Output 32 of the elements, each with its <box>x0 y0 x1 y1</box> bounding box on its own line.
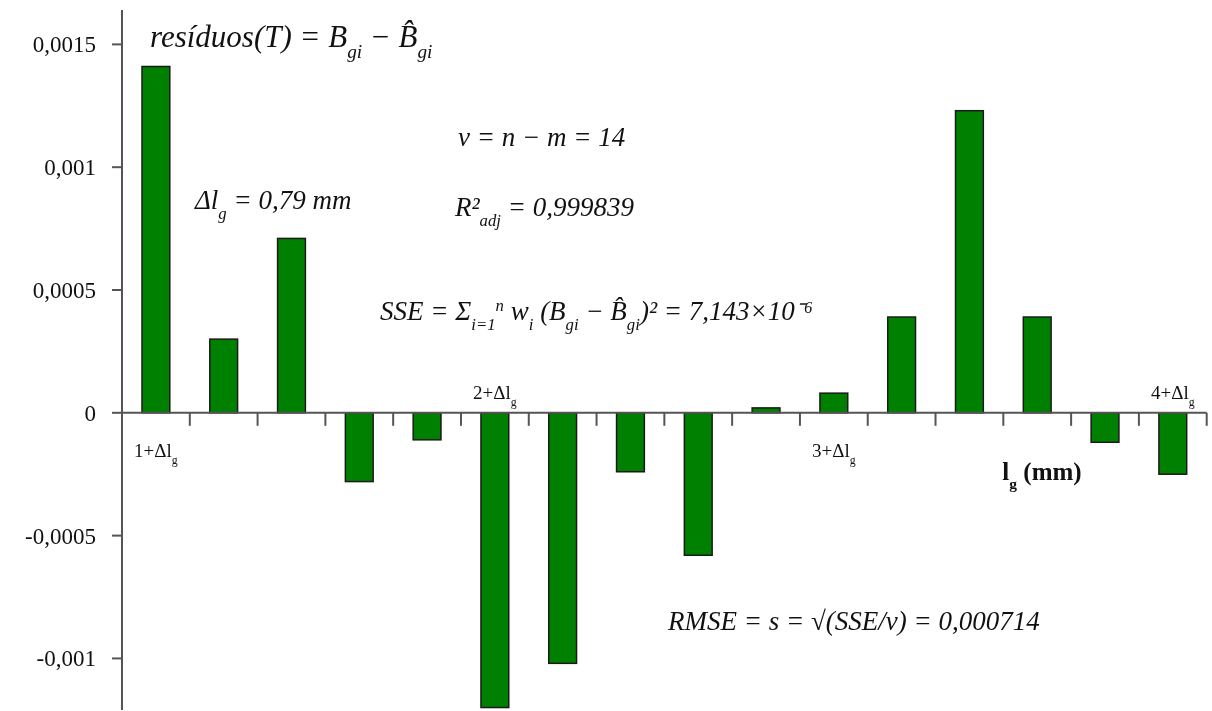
y-tick-label: 0,0015 <box>32 32 96 58</box>
bar <box>548 412 578 665</box>
bar <box>615 412 646 473</box>
bar <box>1158 412 1188 475</box>
y-tick-label: -0,001 <box>36 646 96 672</box>
bar <box>480 412 510 709</box>
bar <box>209 338 239 414</box>
x-tick-label: 4+Δl$_{g}$ <box>1151 381 1195 409</box>
chart-title: resíduos(T) = B$_{gi}$ − B̂$_{gi}$ <box>150 19 433 62</box>
x-tick-label: 2+Δl$_{g}$ <box>473 381 517 409</box>
bar <box>141 65 171 414</box>
bar <box>1022 316 1052 414</box>
x-axis-title: l$_{g}$ (mm) <box>1002 458 1082 492</box>
annotation: R²$_{adj}$ = 0,999839 <box>454 192 635 230</box>
annotation: Δl$_{g}$ = 0,79 mm <box>194 185 352 223</box>
bar <box>886 316 917 414</box>
annotation: RMSE = s = √(SSE/ν) = 0,000714 <box>667 606 1040 636</box>
annotation: ν = n − m = 14 <box>458 122 626 152</box>
bar <box>344 412 374 483</box>
text: SSE = Σ$_{i=1}$$^{n}$ w$_{i}$ (B$_{gi}$ − B̂$_{gi}$)² = 7,143×10⁻⁶ <box>380 295 814 334</box>
bar <box>954 109 985 414</box>
y-tick-label: -0,0005 <box>25 523 96 549</box>
bar <box>1090 412 1120 444</box>
bar <box>819 392 849 414</box>
y-tick-label: 0,001 <box>44 155 96 181</box>
x-tick-label: 3+Δl$_{g}$ <box>812 439 856 467</box>
bar <box>412 412 442 441</box>
x-tick-label: 1+Δl$_{g}$ <box>134 439 178 467</box>
y-tick-label: 0,0005 <box>32 278 96 304</box>
bar <box>683 412 713 557</box>
bar <box>276 237 307 414</box>
y-tick-label: 0 <box>84 400 96 426</box>
